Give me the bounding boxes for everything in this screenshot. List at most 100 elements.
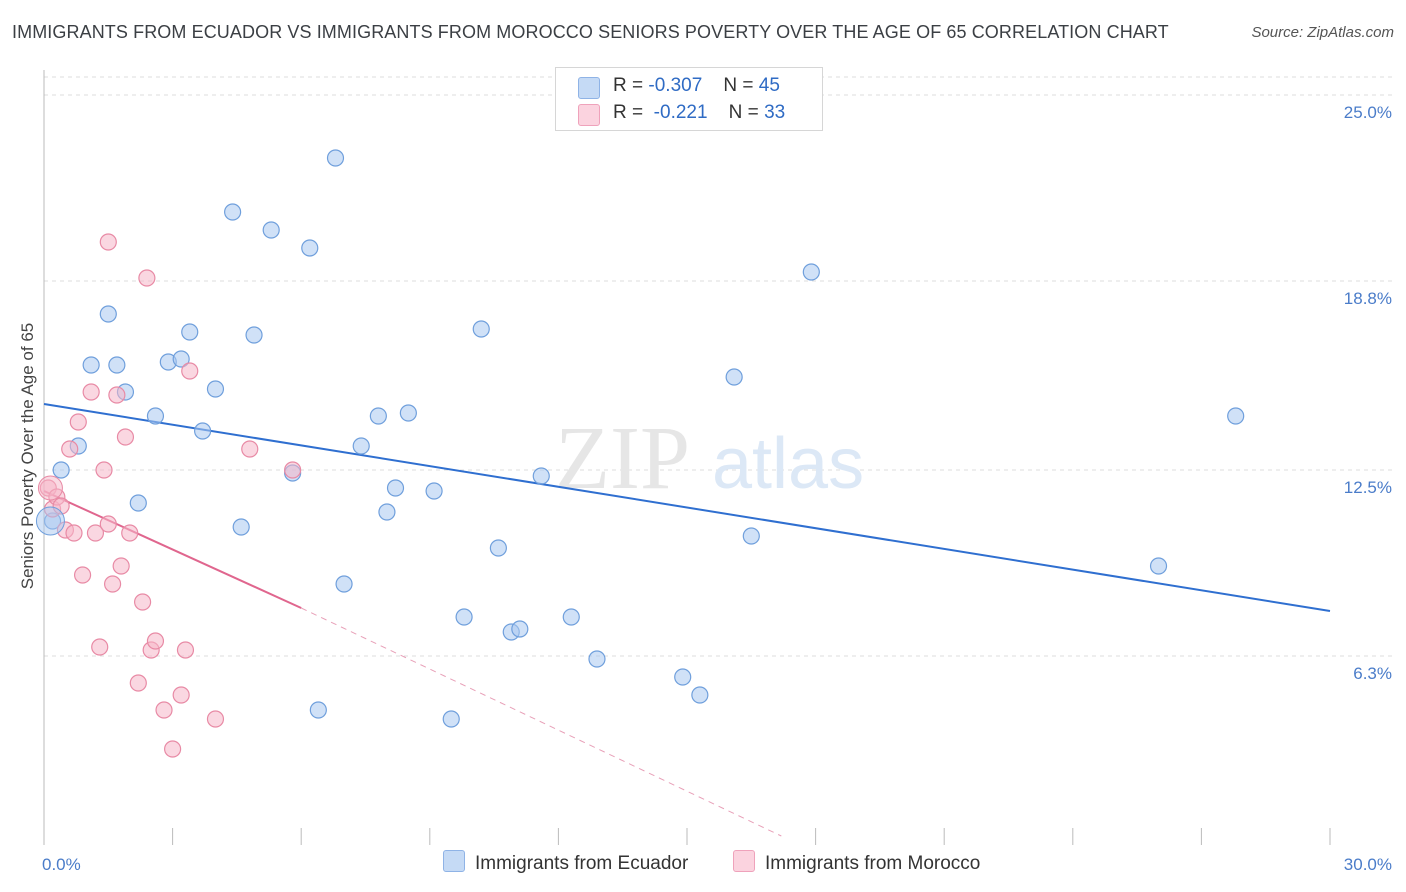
chart-title: IMMIGRANTS FROM ECUADOR VS IMMIGRANTS FR… (12, 22, 1169, 42)
y-tick-label: 18.8% (1344, 289, 1392, 308)
point-morocco (164, 740, 182, 758)
axes (43, 70, 1331, 845)
point-morocco (69, 413, 87, 431)
x-tick-label: 30.0% (1344, 855, 1392, 874)
point-morocco (206, 710, 225, 728)
point-ecuador (455, 608, 473, 626)
legend-text-morocco: R = -0.221 N = 33 (613, 102, 785, 124)
point-ecuador (691, 686, 709, 704)
point-ecuador (742, 527, 760, 545)
legend-n-value: 45 (758, 75, 780, 96)
point-ecuador (562, 608, 580, 626)
point-morocco (155, 701, 173, 719)
bottom-legend-label-morocco: Immigrants from Morocco (765, 853, 981, 874)
legend-swatch-ecuador (578, 77, 600, 99)
point-morocco (61, 440, 79, 458)
point-morocco (284, 461, 302, 479)
point-morocco (172, 686, 190, 704)
point-ecuador (472, 320, 490, 338)
point-ecuador (99, 305, 117, 323)
trend-line-morocco-extension (300, 607, 782, 837)
point-ecuador (378, 503, 396, 521)
y-tick-label: 12.5% (1344, 478, 1392, 497)
point-ecuador (232, 518, 250, 536)
point-ecuador (532, 467, 550, 485)
point-ecuador (399, 404, 417, 422)
point-ecuador (108, 356, 126, 374)
point-morocco (99, 515, 117, 533)
point-ecuador (146, 407, 165, 425)
point-ecuador (245, 326, 263, 344)
point-ecuador (802, 263, 820, 281)
bottom-legend-swatch-ecuador (443, 850, 465, 872)
legend-text-ecuador: R = -0.307 N = 45 (613, 75, 780, 97)
bottom-legend-ecuador: Immigrants from Ecuador (443, 850, 688, 878)
y-tick-label: 25.0% (1344, 103, 1392, 122)
point-ecuador (224, 203, 242, 221)
point-morocco (37, 475, 63, 501)
point-ecuador (206, 380, 225, 398)
point-ecuador (489, 539, 507, 557)
point-morocco (65, 524, 83, 542)
bottom-legend-label-ecuador: Immigrants from Ecuador (475, 853, 689, 874)
trend-line-morocco (43, 490, 302, 609)
point-ecuador (352, 437, 370, 455)
legend-n-label: N = (723, 75, 754, 96)
point-ecuador (301, 239, 319, 257)
point-ecuador (1227, 407, 1245, 425)
point-ecuador (442, 710, 460, 728)
point-ecuador (588, 650, 606, 668)
point-morocco (95, 461, 113, 479)
point-ecuador (309, 701, 327, 719)
point-ecuador (725, 368, 743, 386)
point-morocco (86, 524, 105, 542)
correlation-legend: R = -0.307 N = 45 R = -0.221 N = 33 (555, 67, 823, 131)
point-ecuador (52, 461, 70, 479)
legend-r-label: R = (613, 75, 644, 96)
source-label: Source: ZipAtlas.com (1251, 24, 1394, 41)
point-morocco (146, 632, 165, 650)
bottom-legend-morocco: Immigrants from Morocco (733, 850, 980, 878)
tick-labels: 6.3% 12.5% 18.8% 25.0% 0.0% 30.0% (42, 103, 1392, 874)
trend-line-ecuador (43, 403, 1331, 612)
point-ecuador (1149, 557, 1168, 575)
point-morocco (133, 593, 152, 611)
point-morocco (129, 674, 147, 692)
watermark-zip: ZIP (555, 409, 690, 508)
point-ecuador (335, 575, 353, 593)
legend-n-value: 33 (764, 102, 786, 123)
point-ecuador (425, 482, 443, 500)
point-morocco (108, 386, 126, 404)
legend-r-label: R = (613, 102, 644, 123)
data-points (35, 149, 1245, 758)
point-morocco (99, 233, 117, 251)
point-morocco (91, 638, 109, 656)
point-morocco (176, 641, 195, 659)
point-ecuador (262, 221, 280, 239)
x-tick-label: 0.0% (42, 855, 81, 874)
point-morocco (138, 269, 156, 287)
point-morocco (241, 440, 259, 458)
y-tick-label: 6.3% (1353, 664, 1392, 683)
point-ecuador (35, 506, 65, 536)
point-ecuador (386, 479, 405, 497)
point-ecuador (326, 149, 345, 167)
grid-lines (44, 76, 1392, 657)
point-morocco (112, 557, 130, 575)
point-ecuador (129, 494, 147, 512)
point-morocco (103, 575, 122, 593)
point-ecuador (369, 407, 387, 425)
point-morocco (82, 383, 100, 401)
point-ecuador (181, 323, 199, 341)
point-ecuador (82, 356, 100, 374)
point-morocco (121, 524, 139, 542)
point-ecuador (194, 422, 212, 440)
point-morocco (73, 566, 92, 584)
point-ecuador (172, 350, 190, 368)
trend-lines (43, 403, 1331, 837)
point-ecuador (511, 620, 529, 638)
legend-n-label: N = (728, 102, 759, 123)
legend-r-value: -0.307 (648, 75, 703, 96)
legend-swatch-morocco (578, 104, 600, 126)
